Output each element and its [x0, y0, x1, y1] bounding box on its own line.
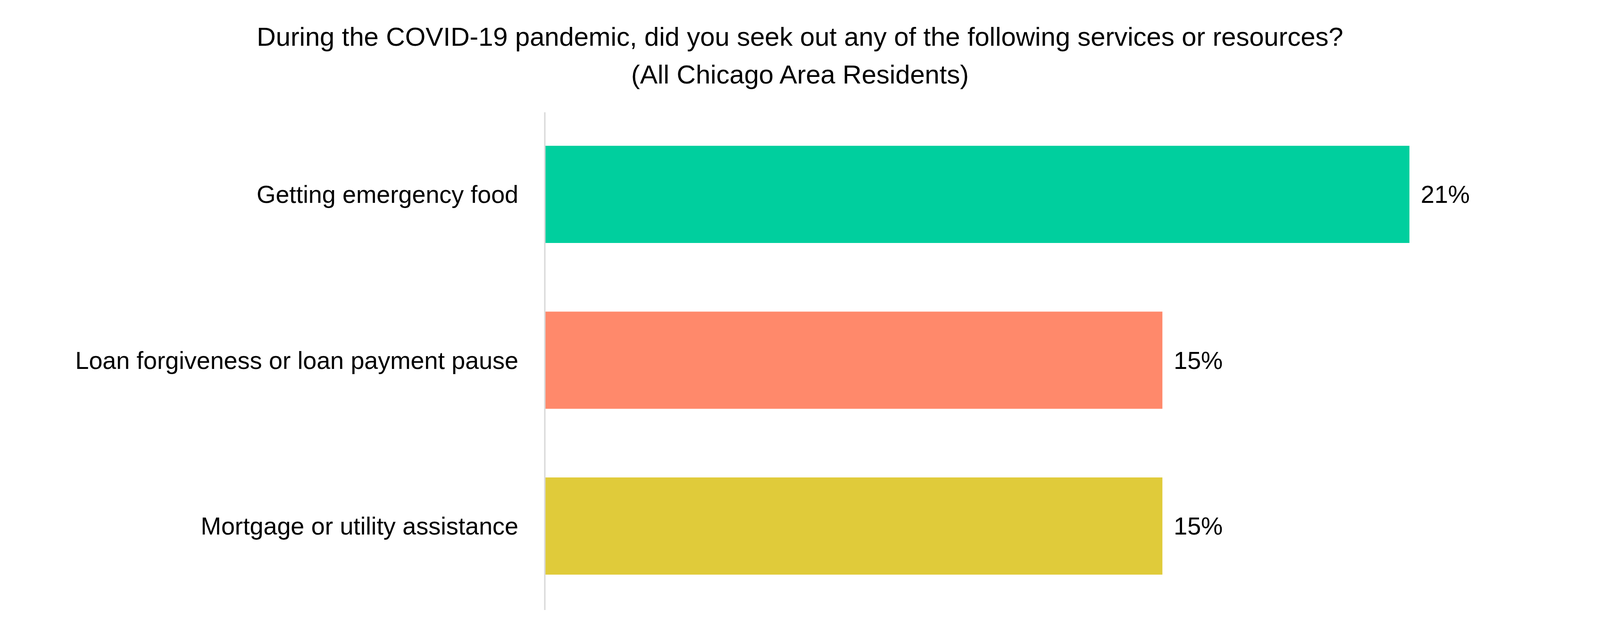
title: During the COVID-19 pandemic, did you se…	[256, 21, 1343, 52]
chart: During the COVID-19 pandemic, did you se…	[0, 0, 1600, 627]
bars	[544, 145, 1410, 575]
bar	[544, 145, 1410, 243]
category-label: Loan forgiveness or loan payment pause	[75, 346, 519, 375]
labels: Getting emergency food 21% Loan forgivenes…	[75, 180, 1470, 540]
category-label: Getting emergency food	[256, 180, 519, 209]
data-label: 21%	[1420, 180, 1470, 209]
bar	[544, 477, 1163, 575]
category-label: Mortgage or utility assistance	[200, 512, 519, 540]
data-label: 15%	[1173, 512, 1223, 540]
subtitle: (All Chicago Area Residents)	[631, 59, 969, 90]
bar	[544, 311, 1163, 409]
data-label: 15%	[1173, 346, 1223, 375]
axis-line	[544, 112, 546, 610]
